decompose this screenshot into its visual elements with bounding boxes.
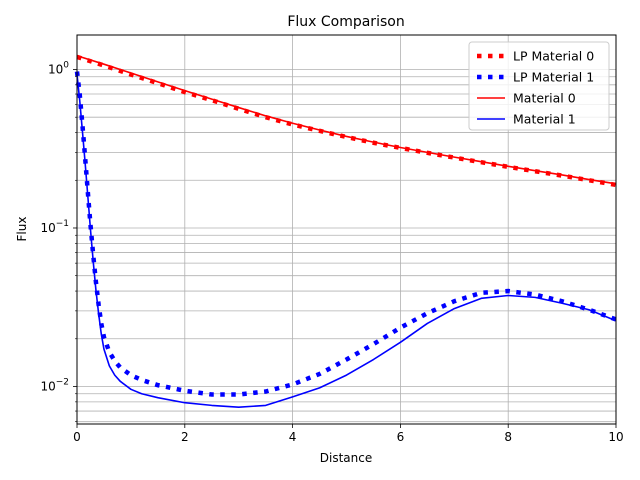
x-tick-label: 2 [181, 430, 189, 444]
series-line-material-0 [76, 55, 617, 185]
legend-box [468, 41, 610, 131]
series-line-material-1 [76, 74, 617, 409]
y-tick-label: 100 [48, 60, 69, 76]
chart-title: Flux Comparison [287, 14, 404, 30]
x-tick-label: 10 [608, 430, 623, 444]
x-tick-label: 0 [73, 430, 81, 444]
y-tick-label: 10−1 [40, 219, 69, 235]
y-axis-label: Flux [15, 217, 29, 242]
y-tick-label: 10−2 [40, 378, 69, 394]
plot-frame [76, 34, 617, 425]
legend-label: Material 1 [513, 112, 576, 127]
x-tick-label: 4 [289, 430, 297, 444]
legend: LP Material 0 LP Material 1 Material 0 Mate… [468, 41, 610, 131]
x-tick-label: 6 [397, 430, 405, 444]
x-axis-label: Distance [320, 451, 372, 465]
legend-label: LP Material 1 [513, 70, 594, 85]
series-lines [74, 54, 617, 409]
x-tick-label: 8 [504, 430, 512, 444]
legend-label: Material 0 [513, 91, 576, 106]
axis-ticks: 0 2 4 6 8 10 10−2 10−1 100 [40, 60, 623, 444]
legend-label: LP Material 0 [513, 49, 594, 64]
